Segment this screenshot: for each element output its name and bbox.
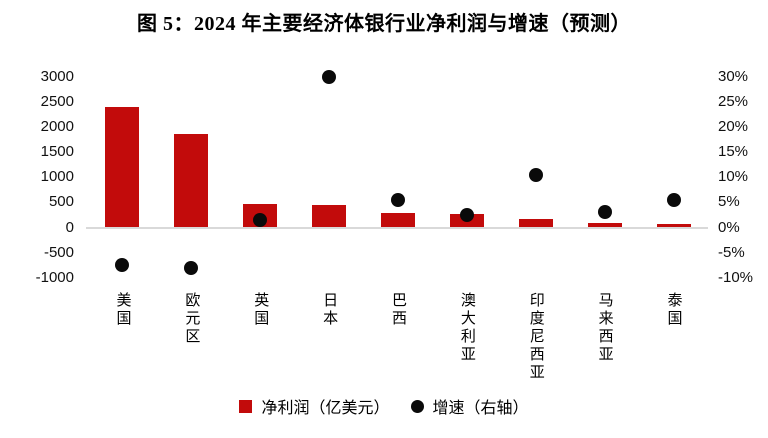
x-axis-category-label: 日本 [321,292,338,328]
x-axis-category-label: 印度尼西亚 [527,292,544,382]
right-axis-tick: 10% [718,168,749,186]
growth-rate-dot [459,207,474,222]
growth-rate-dot [322,69,337,84]
net-profit-bar [312,204,347,228]
left-axis-tick: 500 [48,193,74,211]
net-profit-bar [518,218,553,228]
net-profit-bar [174,134,209,228]
bar-legend-label: 净利润（亿美元） [261,400,390,417]
left-axis-tick: 2000 [40,118,74,136]
growth-rate-dot [115,258,130,273]
right-axis-tick: 0% [718,218,740,236]
growth-rate-dot [391,192,405,207]
chart-legend: 净利润（亿美元） 增速（右轴） [0,393,768,419]
dot-legend-label: 增速（右轴） [432,400,529,417]
dot-legend-swatch [410,399,424,413]
right-axis-tick: 5% [718,193,740,211]
zero-gridline [86,226,708,229]
left-axis-tick: -500 [43,243,74,261]
growth-rate-dot [253,212,268,227]
x-axis-category-label: 澳大利亚 [458,292,475,364]
growth-rate-dot [528,167,543,182]
bar-legend-swatch [239,399,253,413]
net-profit-bar [105,107,140,228]
net-profit-bar [381,212,415,228]
net-profit-bar [656,224,691,228]
growth-rate-dot [666,192,681,207]
left-axis-tick: 1000 [40,168,74,186]
left-axis-tick: 1500 [40,143,74,161]
x-axis-category-label: 英国 [252,292,269,328]
right-axis-tick: -5% [718,243,745,261]
left-axis-tick: 3000 [40,67,74,85]
x-axis-category-label: 欧元区 [183,292,200,346]
x-axis-category-label: 泰国 [665,292,682,328]
growth-rate-dot [184,260,199,275]
right-axis-tick: -10% [718,268,754,286]
left-axis-tick: -1000 [35,268,74,286]
right-axis-tick: 30% [718,67,749,85]
left-axis-tick: 2500 [40,93,74,110]
left-axis-tick: 0 [65,218,74,236]
right-axis-tick: 20% [718,118,749,136]
x-axis-category-label: 巴西 [390,292,406,328]
right-axis-tick: 25% [718,93,749,110]
x-axis-category-label: 美国 [114,292,131,328]
right-axis-tick: 15% [718,143,749,161]
x-axis-category-label: 马来西亚 [596,292,613,364]
chart-title: 图 5：2024 年主要经济体银行业净利润与增速（预测） [137,13,631,35]
growth-rate-dot [597,205,612,220]
net-profit-bar [587,222,622,228]
